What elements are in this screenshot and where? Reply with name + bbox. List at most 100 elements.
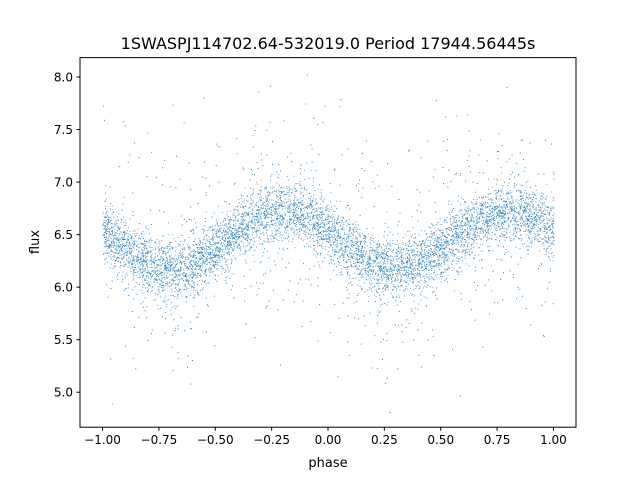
data-point [375,261,377,262]
data-point [148,242,150,243]
data-point [328,211,330,213]
data-point [246,235,248,237]
data-point [162,259,164,261]
data-point [196,276,198,278]
data-point [141,263,143,265]
data-point [474,270,476,272]
data-point [505,202,507,204]
data-point [210,267,212,269]
data-point [193,255,195,257]
data-point [462,237,464,239]
data-point [529,213,531,215]
data-point [538,219,540,221]
data-point [442,247,444,249]
data-point [142,253,144,255]
data-point [387,251,388,252]
data-point [391,277,393,279]
data-point [362,255,364,257]
data-point [469,214,471,216]
data-point [413,254,415,256]
data-point [482,250,484,252]
data-point [198,264,200,266]
data-point [259,199,261,201]
data-point [460,240,462,242]
data-point [271,240,273,242]
data-point [228,270,230,272]
data-point [122,203,124,205]
data-point [284,231,286,233]
data-point [145,260,147,262]
data-point [470,229,472,231]
data-point [379,261,381,263]
data-point [230,243,232,245]
data-point [382,258,384,259]
data-point [399,271,401,273]
data-point [274,238,276,239]
data-point [150,263,152,265]
data-point [255,236,257,238]
data-point [367,255,369,257]
data-point [499,204,500,206]
data-point [321,216,323,218]
data-point [378,268,380,270]
data-point [396,304,398,306]
data-point [257,227,259,229]
data-point [362,238,364,240]
data-point [518,190,519,191]
data-point [460,293,462,294]
data-point [467,232,469,234]
data-point [286,219,288,221]
data-point [406,260,408,262]
data-point [184,330,186,332]
data-point [365,271,367,273]
data-point [175,258,177,259]
data-point [210,257,212,259]
data-point [390,268,392,270]
data-point [337,264,339,266]
data-point [347,235,349,237]
data-point [104,200,106,202]
data-point [236,238,238,240]
data-point [228,248,230,250]
data-point [389,244,391,246]
data-point [529,197,531,199]
data-point [462,231,464,233]
data-point [365,254,367,256]
data-point [389,271,391,273]
data-point [370,266,372,268]
data-point [510,256,512,258]
data-point [460,246,462,248]
data-point [225,248,227,250]
data-point [374,261,376,262]
data-point [414,241,416,243]
data-point [207,305,209,307]
data-point [327,242,329,244]
data-point [153,281,155,282]
data-point [546,241,548,243]
data-point [181,273,183,275]
data-point [300,229,302,231]
data-point [547,219,549,221]
data-point [498,222,500,224]
data-point [466,234,468,236]
data-point [523,192,525,194]
data-point [389,255,391,257]
data-point [345,234,347,236]
data-point [212,254,214,256]
data-point [336,241,338,243]
data-point [211,267,213,269]
data-point [278,206,280,208]
data-point [549,225,551,227]
data-point [291,227,293,229]
data-point [132,230,134,232]
data-point [503,204,505,206]
data-point [315,215,317,216]
data-point [338,255,340,257]
data-point [469,300,471,302]
data-point [370,161,372,163]
data-point [289,216,291,218]
data-point [410,276,412,278]
data-point [142,258,144,260]
data-point [506,229,508,231]
data-point [247,244,249,246]
